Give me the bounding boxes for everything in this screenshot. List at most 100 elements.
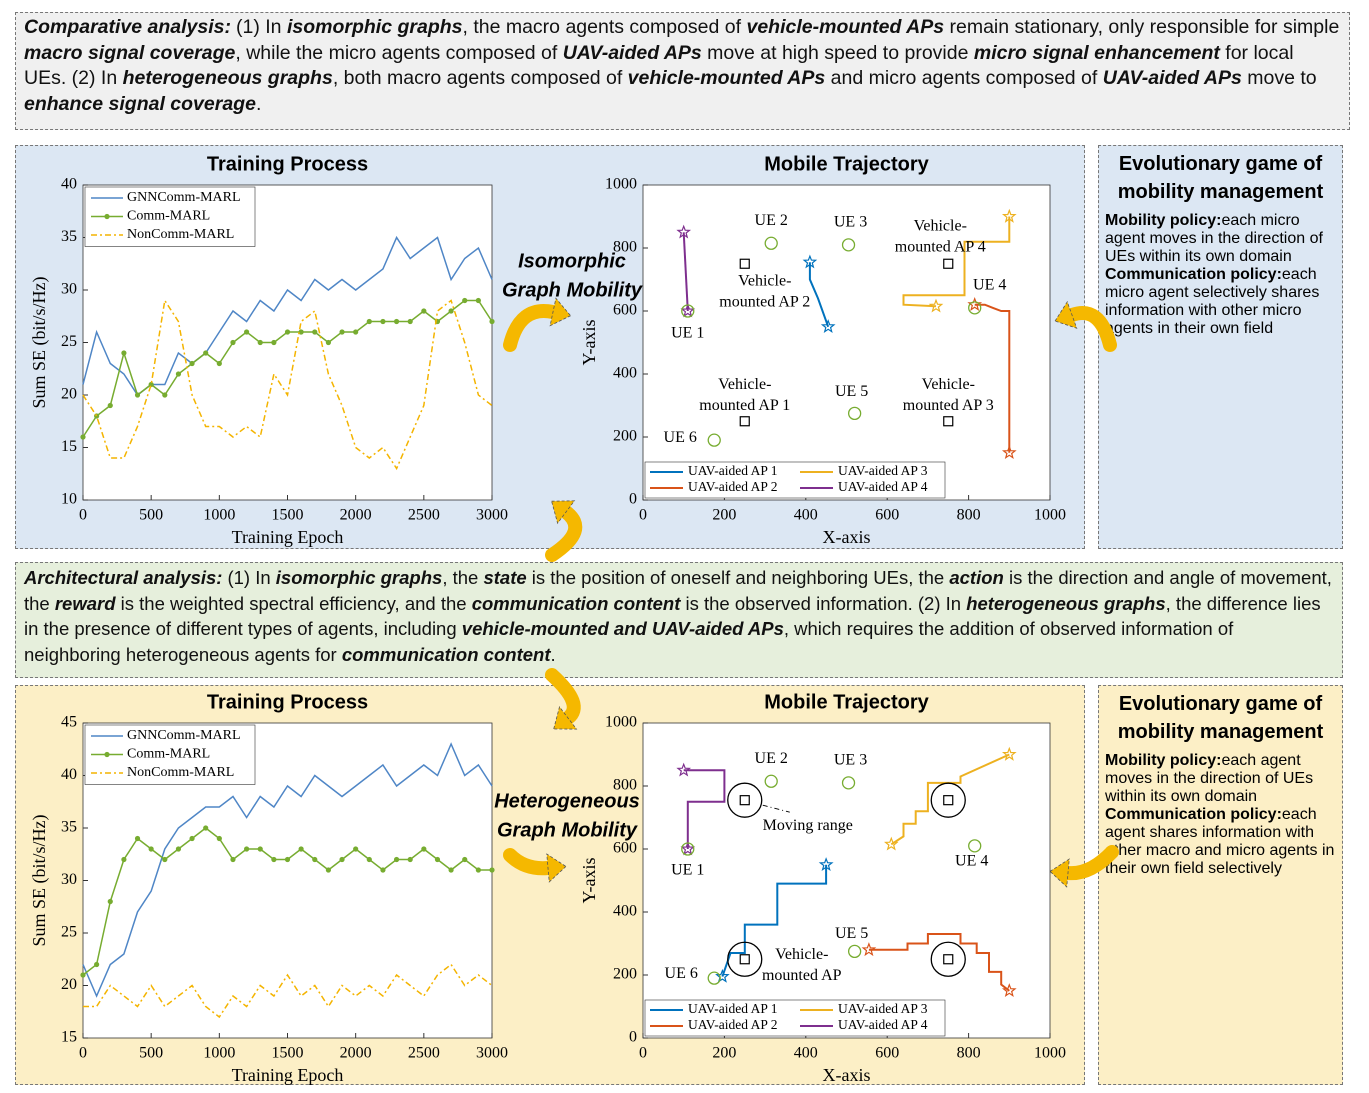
series-marker xyxy=(107,898,113,905)
architectural-box: Architectural analysis: (1) In isomorphic… xyxy=(15,562,1343,678)
trajectory-end xyxy=(818,857,834,871)
flow-arrow-head xyxy=(551,500,576,525)
vehicle-ap xyxy=(943,954,954,965)
ue xyxy=(681,304,695,318)
trajectory-end xyxy=(676,224,692,239)
series-marker xyxy=(339,329,345,335)
series-marker xyxy=(407,318,413,325)
x-tick-label: 2500 xyxy=(408,507,440,524)
ue-label: UE 2 xyxy=(755,750,788,767)
text-part: , both macro agents composed of xyxy=(332,67,628,89)
series-marker xyxy=(203,825,209,831)
series-marker xyxy=(230,856,236,863)
vehicle-ap xyxy=(943,258,954,269)
series-marker xyxy=(121,856,127,863)
flow-arrow-head xyxy=(1049,858,1070,888)
vehicle-ap xyxy=(943,795,954,806)
series-marker xyxy=(257,339,263,346)
lead: Comparative analysis: xyxy=(24,16,232,38)
annotation-leader xyxy=(762,804,790,813)
y-tick-label: 400 xyxy=(613,903,637,920)
series-marker xyxy=(148,846,154,852)
legend-label: GNNComm-MARL xyxy=(127,190,241,205)
text-part: is the observed information. (2) In xyxy=(680,592,967,614)
series-line xyxy=(82,742,493,998)
legend-box xyxy=(644,999,946,1037)
x-tick-label: 1000 xyxy=(1034,507,1066,524)
x-tick-label: 600 xyxy=(875,507,899,524)
trajectory xyxy=(890,753,1010,846)
side-box: Evolutionary game of mobility management… xyxy=(1098,685,1343,1085)
y-axis-label: Sum SE (bit/s/Hz) xyxy=(29,814,50,946)
text-part: vehicle-mounted APs xyxy=(746,16,945,38)
series-marker xyxy=(216,360,222,367)
series-marker xyxy=(94,961,100,968)
trajectory-end xyxy=(820,319,836,333)
x-tick-label: 400 xyxy=(794,507,818,524)
x-tick-label: 800 xyxy=(957,507,981,524)
series-marker xyxy=(257,846,263,852)
ap-label: mounted AP 4 xyxy=(895,238,986,255)
x-tick-label: 0 xyxy=(79,507,87,524)
series-marker xyxy=(462,856,468,863)
text-part: , the macro agents composed of xyxy=(462,16,747,38)
y-tick-label: 0 xyxy=(629,491,637,508)
series-marker xyxy=(339,856,345,863)
text-part: macro signal coverage xyxy=(24,41,236,64)
text-part: , the difference lies in the presence of… xyxy=(24,592,1321,640)
flow-arrow xyxy=(1065,306,1117,352)
vehicle-ap xyxy=(739,795,750,806)
y-tick-label: 1000 xyxy=(605,714,637,731)
trajectory xyxy=(808,262,830,328)
x-tick-label: 1000 xyxy=(1034,1045,1066,1062)
y-tick-label: 600 xyxy=(613,302,637,319)
y-tick-label: 20 xyxy=(61,386,77,403)
series-marker xyxy=(312,329,318,335)
trajectory-end xyxy=(884,836,899,851)
trajectory-end xyxy=(861,942,877,957)
text-part: and xyxy=(608,618,652,639)
series-marker xyxy=(134,392,141,398)
legend-label: UAV-aided AP 2 xyxy=(688,479,778,494)
flow-arrow xyxy=(503,848,555,876)
series-marker xyxy=(407,856,413,863)
text-part: , while the micro agents composed of xyxy=(235,41,563,64)
text-part: (1) In xyxy=(236,16,287,38)
y-tick-label: 800 xyxy=(613,239,637,256)
y-axis-label: Y-axis xyxy=(579,320,599,366)
flow-arrow-head xyxy=(553,705,578,730)
moving-range xyxy=(727,941,763,977)
ue xyxy=(841,776,856,790)
trajectory xyxy=(868,933,1010,992)
trajectory-end xyxy=(967,296,983,312)
x-tick-label: 2000 xyxy=(340,507,372,524)
vehicle-ap xyxy=(739,954,750,965)
x-axis-label: Training Epoch xyxy=(232,527,344,547)
lead: Architectural analysis: xyxy=(24,567,223,588)
ue-label: UE 3 xyxy=(834,214,867,231)
series-marker xyxy=(162,856,168,863)
trajectory-end xyxy=(928,298,944,313)
x-tick-label: 3000 xyxy=(476,507,508,524)
ap-label: mounted AP 1 xyxy=(699,397,790,414)
bullet: Mobility policy:each micro agent moves i… xyxy=(1105,212,1336,266)
ue-label: UE 6 xyxy=(664,429,697,446)
series-marker xyxy=(475,867,481,873)
series-marker xyxy=(366,856,372,863)
x-axis-label: X-axis xyxy=(823,527,871,547)
text-part: is the position of oneself and neighbori… xyxy=(526,567,950,588)
y-tick-label: 30 xyxy=(61,281,77,298)
series-marker xyxy=(462,297,468,304)
series-marker xyxy=(393,856,400,863)
y-tick-label: 400 xyxy=(613,365,637,382)
bullet-text: each micro agent selectively shares info… xyxy=(1105,266,1320,337)
trajectory xyxy=(902,216,1011,308)
ap-label: Vehicle- xyxy=(914,217,967,234)
y-tick-label: 30 xyxy=(61,871,77,888)
x-tick-label: 500 xyxy=(139,1045,163,1062)
ue xyxy=(764,774,778,788)
bullet: Communication policy:each agent shares i… xyxy=(1105,806,1336,878)
series-marker xyxy=(134,835,141,842)
text-part: state xyxy=(483,567,527,588)
chart-title: Training Process xyxy=(207,691,368,713)
